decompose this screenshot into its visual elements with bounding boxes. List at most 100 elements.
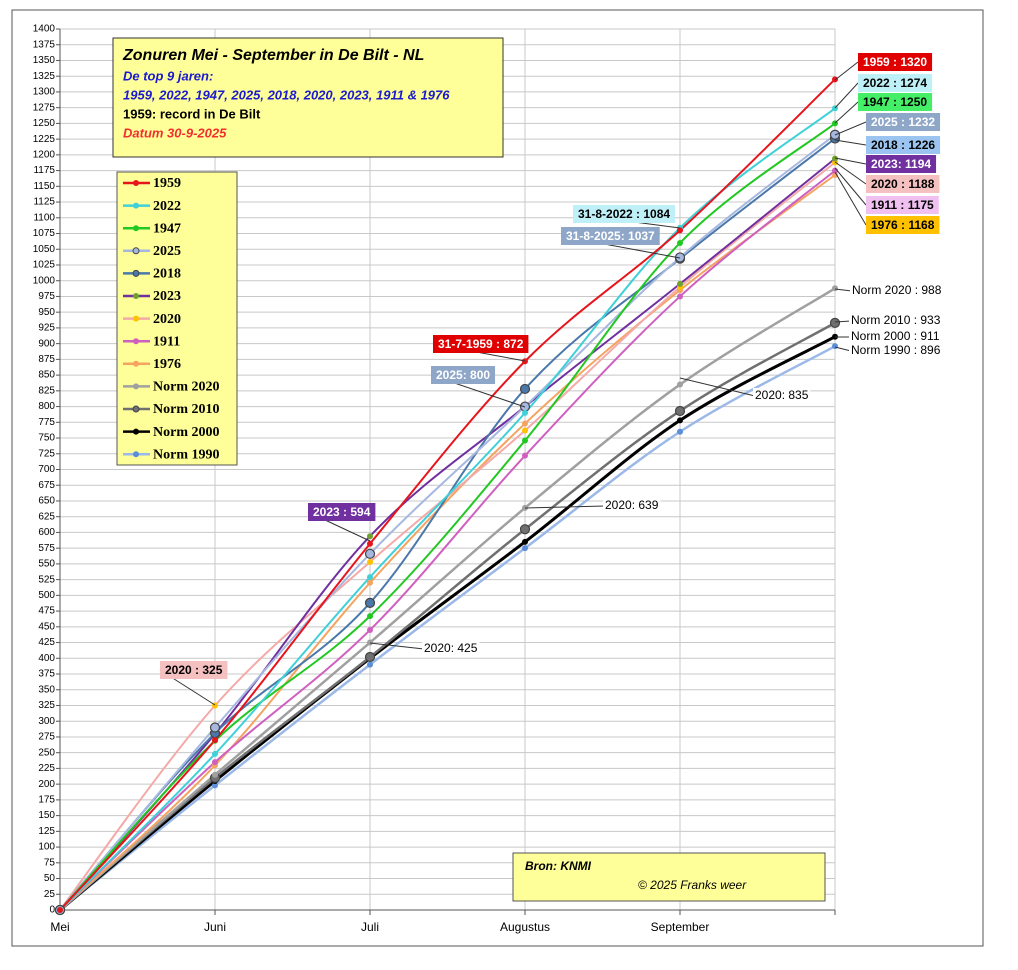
series-line (59, 335, 836, 912)
y-tick-label: 350 (38, 684, 55, 695)
series-marker (677, 227, 683, 234)
annotation-box (433, 335, 529, 353)
series-marker (212, 750, 218, 757)
series-marker (364, 597, 376, 609)
subtitle: De top 9 jaren: (123, 68, 213, 83)
y-tick-label: 975 (38, 291, 55, 302)
credit: © 2025 Franks weer (638, 878, 747, 892)
y-tick-label: 75 (44, 857, 56, 868)
series-marker (367, 574, 373, 581)
series-marker (829, 317, 841, 328)
series-line (59, 321, 836, 911)
annotation-label: Norm 2010 : 933 (851, 313, 941, 327)
annotation-leader (524, 505, 606, 509)
y-tick-label: 450 (38, 621, 55, 632)
series-marker (212, 771, 218, 778)
series-marker (212, 737, 218, 744)
y-tick-label: 175 (38, 795, 55, 806)
subtitle: 1959, 2022, 1947, 2025, 2018, 2020, 2023… (123, 87, 450, 102)
annotation-leader (834, 82, 859, 109)
chart-title: Zonuren Mei - September in De Bilt - NL (122, 47, 424, 64)
series-marker (522, 437, 528, 444)
y-tick-label: 475 (38, 606, 55, 617)
series-marker (212, 782, 218, 789)
y-tick-label: 1350 (33, 55, 56, 66)
y-tick-label: 200 (38, 779, 55, 790)
y-tick-label: 275 (38, 732, 55, 743)
y-tick-label: 1325 (33, 71, 56, 82)
subtitle: 1959: record in De Bilt (123, 106, 261, 121)
annotation-label: 31-8-2022 : 1084 (578, 207, 670, 221)
y-tick-label: 500 (38, 590, 55, 601)
y-tick-label: 1400 (33, 24, 56, 35)
annotation-leader (834, 157, 867, 165)
annotation-leader (834, 346, 852, 352)
series-line (59, 287, 836, 911)
y-tick-label: 1100 (33, 212, 55, 223)
legend-label: 2020 (153, 312, 181, 327)
y-tick-label: 225 (38, 763, 55, 774)
annotation-leader (369, 642, 425, 650)
y-tick-label: 575 (38, 543, 55, 554)
y-tick-label: 700 (38, 464, 55, 475)
annotation-box (866, 175, 940, 193)
legend-marker (132, 405, 140, 413)
legend-label: Norm 1990 (153, 447, 220, 462)
y-tick-label: 1125 (33, 197, 55, 208)
annotation-label: 1947 : 1250 (863, 95, 927, 109)
y-tick-label: 0 (49, 905, 55, 916)
annotation-label: 2025: 800 (436, 368, 490, 382)
x-tick-label: September (651, 920, 710, 934)
y-tick-label: 1300 (33, 87, 56, 98)
annotation-bg (849, 313, 943, 329)
legend-label: Norm 2020 (153, 380, 220, 395)
series-marker (677, 417, 683, 424)
annotation-label: Norm 2000 : 911 (851, 329, 940, 343)
annotation-box (858, 53, 933, 71)
x-tick-label: Mei (50, 920, 69, 934)
y-tick-label: 675 (38, 480, 55, 491)
series-marker (832, 76, 838, 83)
series-line (59, 157, 836, 911)
annotation-bg (603, 498, 661, 514)
annotation-box (160, 661, 228, 679)
frame (11, 9, 984, 947)
legend-marker (133, 383, 139, 390)
legend-label: 1959 (153, 176, 181, 191)
series-marker (367, 639, 373, 646)
annotation-label: 2020: 425 (424, 641, 478, 655)
y-tick-label: 950 (38, 307, 55, 318)
series-marker (367, 626, 373, 633)
series-marker (522, 409, 528, 416)
annotation-label: 31-7-1959 : 872 (438, 337, 524, 351)
legend-label: 2023 (153, 289, 181, 304)
legend-marker (133, 225, 139, 232)
series-marker (832, 285, 838, 292)
series-marker (367, 661, 373, 668)
series-marker (832, 343, 838, 350)
series-marker (57, 907, 63, 913)
series-marker (832, 155, 838, 162)
y-tick-label: 900 (38, 338, 55, 349)
series-marker (367, 540, 373, 547)
y-tick-label: 875 (38, 354, 55, 365)
annotation-label: 2023: 1194 (871, 157, 931, 171)
annotation-box (866, 136, 941, 154)
series-marker (522, 452, 528, 459)
y-tick-label: 1075 (33, 228, 56, 239)
legend-marker (133, 451, 139, 458)
y-tick-label: 775 (38, 417, 55, 428)
legend-marker (132, 247, 140, 255)
series-marker (677, 428, 683, 435)
legend-marker (133, 293, 139, 299)
y-tick-label: 125 (38, 826, 55, 837)
y-tick-label: 525 (38, 574, 55, 585)
y-tick-label: 625 (38, 511, 55, 522)
y-tick-label: 50 (44, 873, 56, 884)
series-line (59, 133, 836, 911)
annotation-box (858, 93, 933, 111)
y-tick-label: 650 (38, 496, 55, 507)
legend-label: Norm 2000 (153, 425, 220, 440)
series-line (59, 78, 836, 911)
